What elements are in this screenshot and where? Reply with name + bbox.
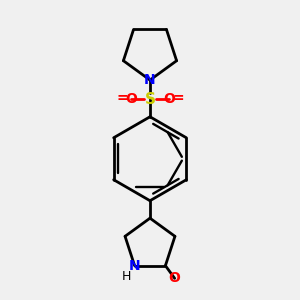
Text: H: H (122, 270, 131, 283)
Text: O: O (169, 272, 181, 285)
Text: O: O (163, 92, 175, 106)
Text: S: S (145, 92, 155, 107)
Text: N: N (144, 73, 156, 87)
Text: =: = (172, 91, 184, 104)
Text: N: N (129, 259, 140, 273)
Text: O: O (125, 92, 137, 106)
Text: =: = (116, 91, 128, 104)
